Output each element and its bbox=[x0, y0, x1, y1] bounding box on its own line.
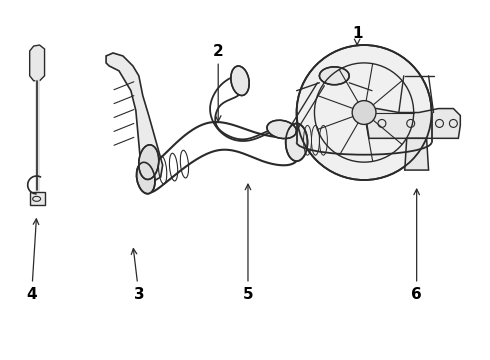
Text: 6: 6 bbox=[411, 189, 422, 302]
Polygon shape bbox=[30, 45, 45, 81]
Polygon shape bbox=[405, 138, 429, 170]
Text: 1: 1 bbox=[352, 26, 363, 45]
Circle shape bbox=[296, 45, 432, 180]
Polygon shape bbox=[367, 109, 460, 138]
Text: 4: 4 bbox=[26, 219, 39, 302]
Ellipse shape bbox=[137, 162, 155, 194]
Ellipse shape bbox=[139, 145, 159, 179]
Text: 5: 5 bbox=[243, 184, 253, 302]
Ellipse shape bbox=[286, 123, 308, 161]
Circle shape bbox=[352, 100, 376, 125]
Text: 2: 2 bbox=[213, 44, 223, 121]
Polygon shape bbox=[106, 53, 163, 180]
Ellipse shape bbox=[267, 120, 296, 139]
Ellipse shape bbox=[319, 67, 349, 85]
Text: 3: 3 bbox=[131, 249, 144, 302]
Polygon shape bbox=[30, 192, 45, 205]
Ellipse shape bbox=[231, 66, 249, 95]
